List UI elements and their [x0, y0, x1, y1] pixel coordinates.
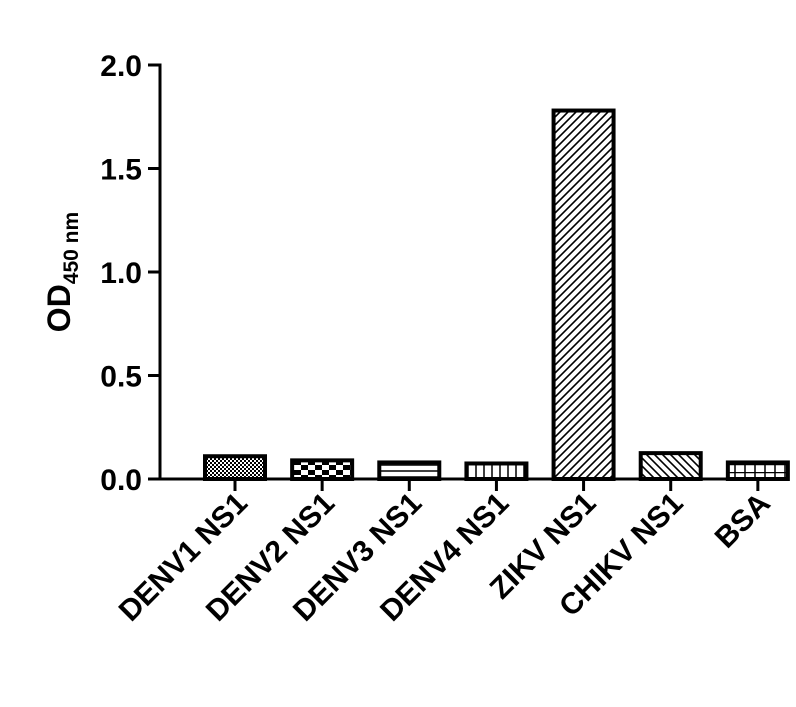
y-tick-label: 0.5: [100, 361, 142, 394]
bar-denv1-ns1: [203, 454, 267, 482]
y-axis-title: OD450 nm: [41, 212, 83, 332]
y-tick-label: 0.0: [100, 464, 142, 497]
bar-denv4-ns1: [464, 461, 529, 482]
y-tick-label: 1.0: [100, 257, 142, 290]
bar-zikv-ns1: [551, 108, 616, 481]
x-category-label: BSA: [709, 487, 777, 555]
x-axis-ticks: [233, 479, 760, 491]
y-axis-ticks: 0.0 0.5 1.0 1.5 2.0: [100, 50, 160, 497]
bar-denv3-ns1: [377, 460, 442, 482]
bar-chikv-ns1: [638, 451, 703, 481]
bar-denv2-ns1: [290, 458, 355, 481]
bar-bsa: [725, 460, 790, 482]
y-tick-label: 2.0: [100, 50, 142, 83]
bars: [203, 108, 790, 482]
y-tick-label: 1.5: [100, 154, 142, 187]
